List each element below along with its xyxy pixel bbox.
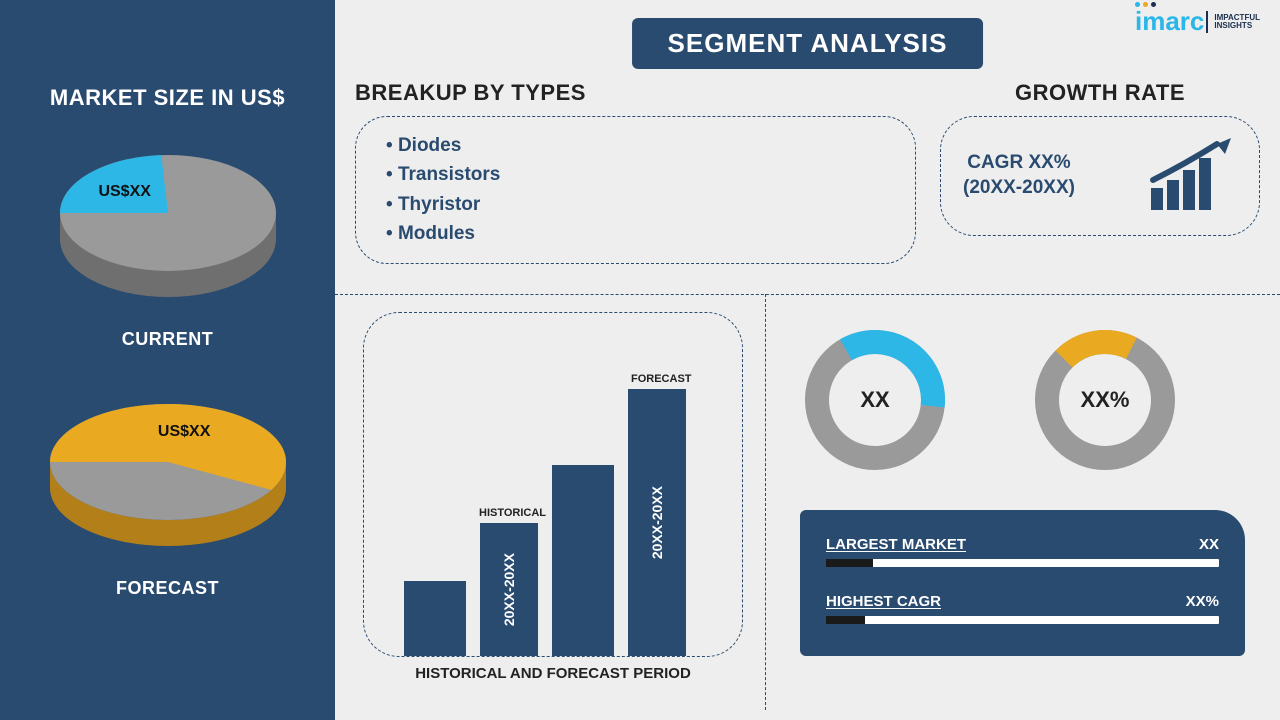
logo-text-a: imarc (1135, 6, 1204, 37)
metric-bar (826, 616, 1219, 624)
logo-tagline: IMPACTFULINSIGHTS (1214, 14, 1260, 30)
bar (552, 465, 614, 656)
breakup-box: DiodesTransistorsThyristorModules (355, 116, 916, 264)
logo-dots (1135, 2, 1156, 7)
breakup-item: Transistors (386, 160, 885, 189)
growth-block: GROWTH RATE CAGR XX%(20XX-20XX) (940, 80, 1260, 264)
horizontal-divider (335, 294, 1280, 295)
metric-bar (826, 559, 1219, 567)
right-panel: imarc IMPACTFULINSIGHTS SEGMENT ANALYSIS… (335, 0, 1280, 720)
growth-title: GROWTH RATE (940, 80, 1260, 106)
donut-chart: XX% (1035, 330, 1175, 470)
metric-value: XX% (1186, 593, 1219, 610)
top-row: BREAKUP BY TYPES DiodesTransistorsThyris… (355, 80, 1260, 264)
donut-center-label: XX% (1081, 387, 1130, 413)
breakup-block: BREAKUP BY TYPES DiodesTransistorsThyris… (355, 80, 916, 264)
svg-text:US$XX: US$XX (98, 183, 151, 200)
bar-chart-block: HISTORICAL FORECAST 20XX-20XX20XX-20XX H… (363, 312, 743, 682)
metric-name: HIGHEST CAGR (826, 593, 941, 610)
bar-chart-caption: HISTORICAL AND FORECAST PERIOD (363, 665, 743, 682)
bar: 20XX-20XX (628, 389, 686, 656)
growth-box: CAGR XX%(20XX-20XX) (940, 116, 1260, 236)
pie-current: US$XX CURRENT (48, 141, 288, 350)
growth-text: CAGR XX%(20XX-20XX) (963, 151, 1075, 200)
bars-container: 20XX-20XX 20XX-20XX (404, 366, 712, 656)
page-title: SEGMENT ANALYSIS (632, 18, 984, 69)
brand-logo: imarc IMPACTFULINSIGHTS (1135, 6, 1260, 37)
bar: 20XX-20XX (480, 523, 538, 656)
breakup-list: DiodesTransistorsThyristorModules (386, 131, 885, 249)
metric-card: LARGEST MARKET XX HIGHEST CAGR XX% (800, 510, 1245, 656)
svg-text:US$XX: US$XX (157, 423, 210, 440)
donut-center-label: XX (860, 387, 889, 413)
breakup-item: Diodes (386, 131, 885, 160)
metric-value: XX (1199, 536, 1219, 553)
left-title: MARKET SIZE IN US$ (50, 85, 285, 111)
pie-forecast: US$XX FORECAST (38, 390, 298, 599)
pie-forecast-label: FORECAST (116, 578, 219, 599)
growth-chart-icon (1145, 136, 1237, 216)
bar-chart-frame: HISTORICAL FORECAST 20XX-20XX20XX-20XX (363, 312, 743, 657)
donut-row: XX XX% (805, 330, 1175, 470)
pie-forecast-chart: US$XX (38, 390, 298, 560)
breakup-item: Modules (386, 219, 885, 248)
pie-current-label: CURRENT (122, 329, 214, 350)
bar (404, 581, 466, 656)
metric-row: HIGHEST CAGR XX% (826, 593, 1219, 624)
breakup-item: Thyristor (386, 190, 885, 219)
left-panel: MARKET SIZE IN US$ US$XX CURRENT US$XX F… (0, 0, 335, 720)
breakup-title: BREAKUP BY TYPES (355, 80, 916, 106)
donut-chart: XX (805, 330, 945, 470)
pie-current-chart: US$XX (48, 141, 288, 311)
vertical-divider (765, 294, 766, 710)
metric-row: LARGEST MARKET XX (826, 536, 1219, 567)
metric-name: LARGEST MARKET (826, 536, 966, 553)
